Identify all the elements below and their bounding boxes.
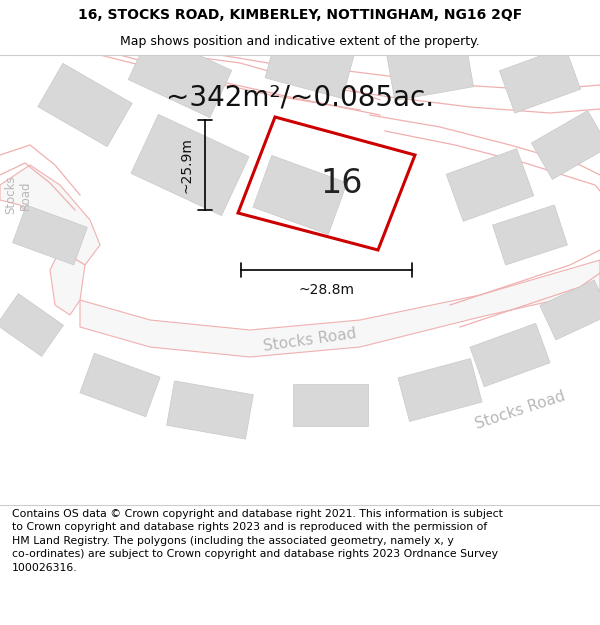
Polygon shape — [38, 63, 132, 147]
Text: Contains OS data © Crown copyright and database right 2021. This information is : Contains OS data © Crown copyright and d… — [12, 509, 503, 573]
Polygon shape — [0, 165, 100, 265]
Polygon shape — [253, 156, 347, 234]
Text: ~28.8m: ~28.8m — [299, 283, 355, 297]
Text: 16: 16 — [320, 168, 363, 200]
Polygon shape — [499, 47, 581, 113]
Polygon shape — [493, 205, 568, 265]
Polygon shape — [131, 114, 249, 216]
Polygon shape — [80, 353, 160, 417]
Text: Stocks
Road: Stocks Road — [4, 176, 32, 214]
Polygon shape — [13, 205, 88, 265]
Polygon shape — [470, 323, 550, 387]
Text: 16, STOCKS ROAD, KIMBERLEY, NOTTINGHAM, NG16 2QF: 16, STOCKS ROAD, KIMBERLEY, NOTTINGHAM, … — [78, 8, 522, 22]
Polygon shape — [446, 149, 534, 221]
Text: Stocks Road: Stocks Road — [473, 388, 567, 432]
Polygon shape — [398, 359, 482, 421]
Polygon shape — [80, 260, 600, 357]
Text: ~25.9m: ~25.9m — [180, 137, 194, 193]
Polygon shape — [386, 39, 473, 101]
Polygon shape — [540, 280, 600, 340]
Text: Stocks Road: Stocks Road — [262, 326, 358, 354]
Polygon shape — [167, 381, 253, 439]
Text: Map shows position and indicative extent of the property.: Map shows position and indicative extent… — [120, 35, 480, 48]
Polygon shape — [50, 250, 85, 315]
Polygon shape — [128, 32, 232, 118]
Polygon shape — [0, 294, 64, 356]
Text: ~342m²/~0.085ac.: ~342m²/~0.085ac. — [166, 83, 434, 111]
Polygon shape — [532, 111, 600, 179]
Polygon shape — [293, 384, 367, 426]
Polygon shape — [265, 31, 355, 99]
